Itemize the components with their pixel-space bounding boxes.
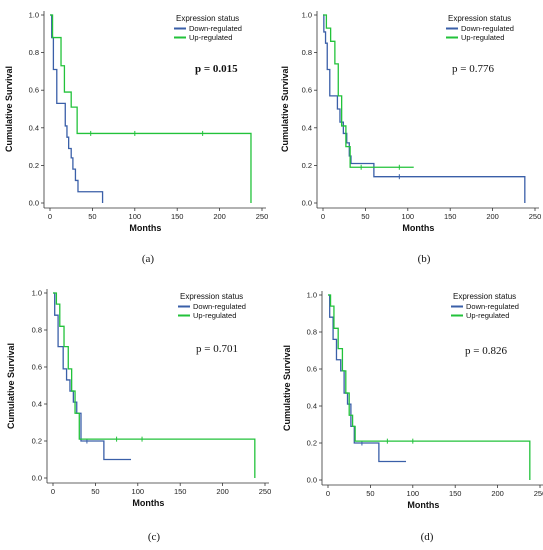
x-tick-label: 100: [132, 487, 145, 496]
legend-title: Expression status: [176, 14, 239, 23]
survival-curve-up: [328, 294, 531, 480]
y-tick-label: 0.8: [29, 48, 39, 57]
x-tick-label: 250: [259, 487, 272, 496]
y-axis-title: Cumulative Survival: [282, 345, 292, 431]
legend: Expression statusDown-regulatedUp-regula…: [178, 292, 246, 320]
x-tick-label: 0: [48, 212, 52, 221]
x-tick-label: 100: [407, 489, 420, 498]
legend-entry: Down-regulated: [189, 24, 242, 33]
y-tick-label: 0.6: [32, 363, 42, 372]
survival-panel-d: 0.0 0.2 0.4 0.6 0.8 1.0 0 50 100 150 200 250 Months C…: [282, 291, 543, 543]
x-tick-label: 150: [171, 212, 184, 221]
y-tick-label: 0.4: [32, 400, 42, 409]
y-tick-label: 1.0: [302, 11, 312, 20]
x-axis-title: Months: [407, 500, 439, 510]
y-tick-label: 0.2: [29, 161, 39, 170]
x-tick-label: 200: [491, 489, 504, 498]
x-tick-label: 200: [216, 487, 229, 496]
y-tick-label: 1.0: [307, 291, 317, 300]
y-tick-label: 0.2: [302, 161, 312, 170]
y-tick-label: 0.2: [307, 439, 317, 448]
legend-entry: Down-regulated: [466, 302, 519, 311]
legend: Expression statusDown-regulatedUp-regula…: [446, 14, 514, 42]
x-tick-label: 100: [402, 212, 415, 221]
legend: Expression statusDown-regulatedUp-regula…: [451, 292, 519, 320]
x-tick-label: 0: [326, 489, 330, 498]
p-value-annotation: p = 0.015: [195, 63, 238, 75]
y-tick-label: 0.0: [32, 474, 42, 483]
legend-entry: Up-regulated: [466, 311, 509, 320]
legend-title: Expression status: [448, 14, 511, 23]
legend-entry: Down-regulated: [193, 302, 246, 311]
x-tick-label: 250: [529, 212, 542, 221]
legend-title: Expression status: [453, 292, 516, 301]
x-tick-label: 50: [91, 487, 99, 496]
x-tick-label: 0: [51, 487, 55, 496]
y-tick-label: 0.0: [29, 199, 39, 208]
panel-label: (a): [142, 253, 155, 265]
survival-curve-up: [53, 292, 256, 478]
y-tick-label: 1.0: [32, 289, 42, 298]
x-axis-title: Months: [129, 223, 161, 233]
y-tick-label: 0.6: [302, 86, 312, 95]
legend-title: Expression status: [180, 292, 243, 301]
y-tick-label: 1.0: [29, 11, 39, 20]
p-value-annotation: p = 0.701: [196, 343, 238, 355]
x-tick-label: 200: [213, 212, 226, 221]
x-tick-label: 200: [486, 212, 499, 221]
x-tick-label: 150: [444, 212, 457, 221]
y-tick-label: 0.0: [302, 199, 312, 208]
y-tick-label: 0.0: [307, 476, 317, 485]
panel-label: (b): [418, 253, 431, 265]
survival-curve-down: [53, 292, 132, 461]
x-tick-label: 0: [321, 212, 325, 221]
survival-curve-down: [50, 14, 104, 203]
legend-entry: Up-regulated: [461, 33, 504, 42]
y-tick-label: 0.4: [302, 123, 312, 132]
y-axis-title: Cumulative Survival: [6, 343, 16, 429]
x-tick-label: 50: [88, 212, 96, 221]
survival-curve-down: [328, 294, 407, 463]
survival-panel-a: 0.0 0.2 0.4 0.6 0.8 1.0 0 50 100 150 200 250 Months C…: [4, 11, 268, 266]
panel-label: (d): [421, 531, 434, 543]
y-tick-label: 0.2: [32, 437, 42, 446]
legend-entry: Down-regulated: [461, 24, 514, 33]
survival-panel-c: 0.0 0.2 0.4 0.6 0.8 1.0 0 50 100 150 200 250 Months C…: [6, 289, 271, 544]
x-tick-label: 50: [361, 212, 369, 221]
y-axis-title: Cumulative Survival: [4, 66, 14, 152]
survival-curve-up: [323, 14, 414, 168]
x-axis-title: Months: [402, 223, 434, 233]
y-tick-label: 0.8: [307, 328, 317, 337]
legend-entry: Up-regulated: [189, 33, 232, 42]
x-tick-label: 100: [129, 212, 142, 221]
survival-curve-up: [50, 14, 252, 203]
survival-curve-down: [323, 14, 526, 203]
y-tick-label: 0.6: [307, 365, 317, 374]
y-tick-label: 0.8: [302, 48, 312, 57]
p-value-annotation: p = 0.826: [465, 345, 507, 357]
p-value-annotation: p = 0.776: [452, 63, 494, 75]
legend: Expression statusDown-regulatedUp-regula…: [174, 14, 242, 42]
x-tick-label: 50: [366, 489, 374, 498]
y-tick-label: 0.4: [29, 123, 39, 132]
survival-panel-b: 0.0 0.2 0.4 0.6 0.8 1.0 0 50 100 150 200 250 Months C…: [280, 11, 541, 266]
y-tick-label: 0.4: [307, 402, 317, 411]
x-tick-label: 150: [449, 489, 462, 498]
x-axis-title: Months: [132, 498, 164, 508]
panel-label: (c): [148, 531, 161, 543]
y-tick-label: 0.8: [32, 326, 42, 335]
y-axis-title: Cumulative Survival: [280, 66, 290, 152]
x-tick-label: 150: [174, 487, 187, 496]
legend-entry: Up-regulated: [193, 311, 236, 320]
x-tick-label: 250: [256, 212, 269, 221]
y-tick-label: 0.6: [29, 86, 39, 95]
x-tick-label: 250: [534, 489, 543, 498]
